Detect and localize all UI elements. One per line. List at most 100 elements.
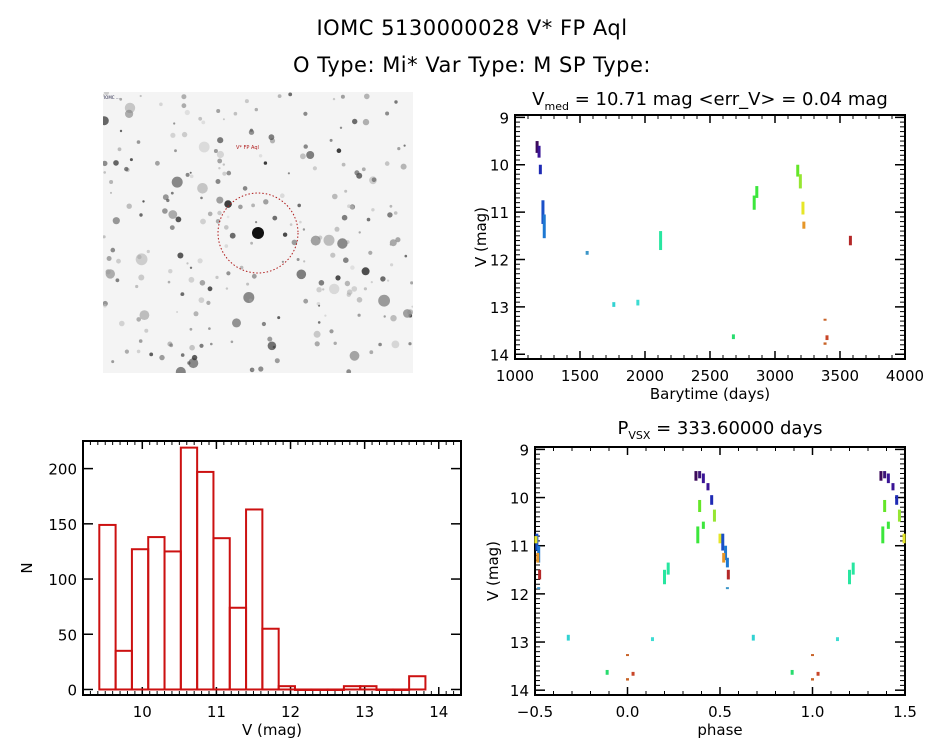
histogram-bar <box>147 536 166 691</box>
data-point-group <box>696 526 700 544</box>
star <box>188 276 195 283</box>
star <box>267 341 277 351</box>
data-point-group <box>605 669 609 675</box>
star <box>189 266 193 269</box>
data-point-group <box>712 509 716 522</box>
data-point-group <box>612 302 616 307</box>
star <box>250 241 254 245</box>
plot-frame <box>82 440 462 696</box>
y-tick-label: 50 <box>58 626 77 644</box>
star <box>280 193 285 198</box>
star <box>115 278 120 283</box>
star <box>242 186 248 191</box>
star <box>323 234 335 246</box>
star <box>361 167 366 172</box>
data-point-group <box>721 533 725 551</box>
star <box>162 194 169 201</box>
star <box>104 92 109 96</box>
star <box>291 239 298 246</box>
data-point-group <box>698 499 702 513</box>
star <box>216 109 221 113</box>
star <box>346 289 353 295</box>
star <box>314 341 320 347</box>
star <box>139 310 150 320</box>
star <box>356 297 363 303</box>
star <box>189 171 192 174</box>
star <box>251 273 257 279</box>
star <box>268 134 275 141</box>
star <box>244 99 249 104</box>
star-type-line: O Type: Mi* Var Type: M SP Type: <box>293 53 651 77</box>
histogram-bar <box>163 550 182 691</box>
star <box>208 327 211 330</box>
data-point-group <box>883 499 887 513</box>
histogram-bar <box>293 688 313 691</box>
star <box>277 94 282 98</box>
star <box>356 172 363 179</box>
star <box>105 269 115 279</box>
histogram-chart: 10 11 12 13 14 0 50 100 150 200 V (mag) N <box>20 440 462 739</box>
data-point-group <box>883 471 887 479</box>
star <box>281 260 284 263</box>
star <box>378 294 390 307</box>
star <box>135 253 148 266</box>
star <box>197 258 203 264</box>
star <box>318 304 321 307</box>
star <box>306 151 315 159</box>
star <box>193 311 199 317</box>
star <box>303 298 309 304</box>
star <box>111 360 115 364</box>
star <box>136 317 141 322</box>
star <box>400 163 407 170</box>
data-point-group <box>811 654 814 657</box>
star <box>340 94 345 99</box>
data-point-group <box>626 678 629 681</box>
lightcurve-chart: Vmed = 10.71 mag <err_V> = 0.04 mag 1000 1… <box>472 89 924 403</box>
x-tick-label: 11 <box>207 703 226 721</box>
star <box>109 180 114 184</box>
star <box>362 118 370 126</box>
star <box>129 158 133 162</box>
star <box>249 293 254 298</box>
star <box>144 328 149 333</box>
star <box>330 252 336 258</box>
star <box>329 283 340 295</box>
star <box>389 204 393 208</box>
image-label-top-left: IOMC ... <box>104 95 120 100</box>
star <box>198 297 205 303</box>
star <box>117 147 122 152</box>
star <box>363 287 367 291</box>
data-point-group <box>798 174 802 189</box>
star <box>169 225 175 231</box>
star <box>261 321 266 327</box>
data-point-group <box>825 335 829 341</box>
star <box>258 154 263 158</box>
y-tick-label: 12 <box>510 586 529 604</box>
star <box>389 243 392 246</box>
y-tick-label: 9 <box>499 109 509 127</box>
histogram-bar <box>375 688 394 691</box>
star <box>391 340 400 349</box>
star <box>103 116 109 126</box>
star <box>184 109 190 116</box>
star <box>186 262 189 265</box>
star <box>217 158 223 164</box>
data-point-group <box>650 637 654 642</box>
data-point-group <box>537 145 541 158</box>
star <box>246 282 250 286</box>
star <box>125 109 134 118</box>
data-point-group <box>811 678 814 681</box>
data-point-group <box>710 495 714 505</box>
y-tick-label: 9 <box>519 441 529 459</box>
y-axis-label: V (mag) <box>484 541 502 601</box>
x-tick-label: 3000 <box>756 367 794 385</box>
star <box>159 102 163 107</box>
star <box>224 200 232 208</box>
star <box>350 265 355 270</box>
data-point-group <box>902 533 906 544</box>
target-star <box>252 227 264 239</box>
star <box>138 339 143 343</box>
star <box>112 217 120 225</box>
y-tick-label: 14 <box>510 682 529 700</box>
star <box>189 344 195 351</box>
